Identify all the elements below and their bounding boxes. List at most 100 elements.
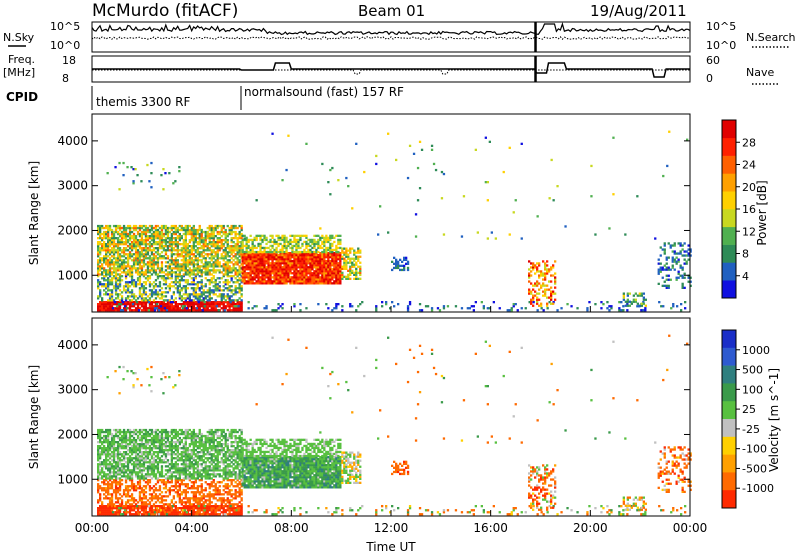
power-cell	[677, 260, 680, 263]
power-cell	[319, 264, 322, 267]
power-cell	[134, 249, 138, 252]
velocity-cell	[130, 479, 134, 482]
power-cell	[550, 294, 553, 297]
power-cell	[204, 295, 207, 298]
power-cell	[216, 249, 219, 252]
power-cell	[108, 241, 112, 244]
power-cell	[158, 235, 162, 238]
velocity-cell	[124, 505, 128, 508]
power-cell	[255, 264, 258, 267]
power-cell	[293, 264, 296, 267]
power-cells	[97, 130, 692, 312]
power-cell	[331, 250, 334, 254]
power-cell	[214, 289, 217, 292]
power-cell	[196, 228, 199, 232]
power-cell	[114, 269, 118, 272]
power-cell	[325, 268, 328, 271]
power-cell	[283, 260, 286, 263]
power-cell	[101, 232, 104, 236]
power-cell	[626, 309, 629, 312]
power-cell	[196, 241, 199, 244]
power-cell	[667, 242, 670, 245]
power-cell	[333, 282, 336, 285]
power-cell	[277, 236, 280, 239]
power-cell	[176, 237, 179, 240]
power-cell	[313, 276, 316, 279]
power-cell	[634, 292, 637, 295]
power-cell	[331, 254, 334, 257]
velocity-cell	[216, 505, 219, 508]
power-cell	[240, 301, 243, 304]
velocity-cell	[156, 505, 160, 508]
power-cell	[132, 259, 136, 262]
power-cell	[542, 309, 545, 312]
power-cell	[192, 261, 195, 264]
velocity-cell	[178, 485, 181, 488]
power-cell	[536, 284, 539, 287]
velocity-cell	[200, 495, 203, 498]
power-cell	[220, 293, 223, 296]
power-cell	[305, 276, 308, 279]
power-cell	[142, 281, 146, 284]
power-cell	[144, 230, 148, 234]
power-cell	[194, 245, 197, 248]
velocity-cell	[99, 487, 102, 490]
power-cell	[247, 272, 250, 275]
power-cell	[331, 268, 334, 271]
velocity-cell	[180, 503, 183, 506]
power-cell	[241, 278, 244, 281]
velocity-cell	[105, 467, 108, 470]
power-cell	[212, 235, 215, 238]
power-cell	[210, 226, 213, 230]
power-cell	[269, 280, 272, 283]
power-cell	[251, 276, 254, 279]
power-cell	[347, 249, 350, 252]
power-cell	[198, 293, 201, 296]
power-cell	[271, 270, 274, 273]
power-cell	[289, 258, 292, 261]
power-cell	[192, 255, 195, 258]
power-cell	[150, 305, 154, 308]
power-cell	[204, 265, 207, 268]
velocity-cell	[166, 511, 170, 514]
power-cell	[313, 254, 316, 257]
velocity-cell	[108, 479, 112, 482]
velocity-cell	[218, 493, 221, 496]
power-cell	[673, 244, 676, 247]
velocity-cell	[148, 487, 152, 490]
power-cell	[124, 303, 128, 306]
power-cell	[122, 226, 126, 230]
power-cell	[172, 243, 175, 246]
colorbar-tick-label: 16	[742, 203, 756, 216]
power-cell	[293, 280, 296, 283]
power-cell	[110, 235, 114, 238]
power-cell	[335, 262, 338, 265]
power-cell	[148, 228, 152, 232]
colorbar-tick-label: 20	[742, 181, 756, 194]
power-cell	[222, 307, 225, 310]
velocity-cell	[107, 505, 110, 508]
power-cell	[108, 269, 112, 272]
power-cell	[160, 263, 164, 266]
power-cell	[188, 275, 191, 278]
power-cell	[162, 239, 166, 242]
power-cell	[349, 269, 352, 272]
power-cell	[359, 255, 362, 258]
velocity-cell	[130, 503, 134, 506]
power-cell	[228, 226, 231, 230]
velocity-cell	[146, 481, 150, 484]
velocity-cell	[144, 491, 148, 494]
power-cell	[182, 301, 185, 304]
power-cell	[206, 289, 209, 292]
power-cell	[107, 235, 110, 238]
power-cell	[355, 273, 358, 276]
power-cell	[144, 307, 148, 310]
power-cell	[532, 298, 535, 301]
power-cell	[642, 301, 645, 304]
power-cell	[162, 279, 166, 282]
power-cell	[556, 309, 559, 312]
power-cell	[126, 239, 130, 242]
power-cell	[108, 261, 112, 264]
power-cell	[152, 261, 156, 264]
velocity-cell	[118, 479, 122, 482]
